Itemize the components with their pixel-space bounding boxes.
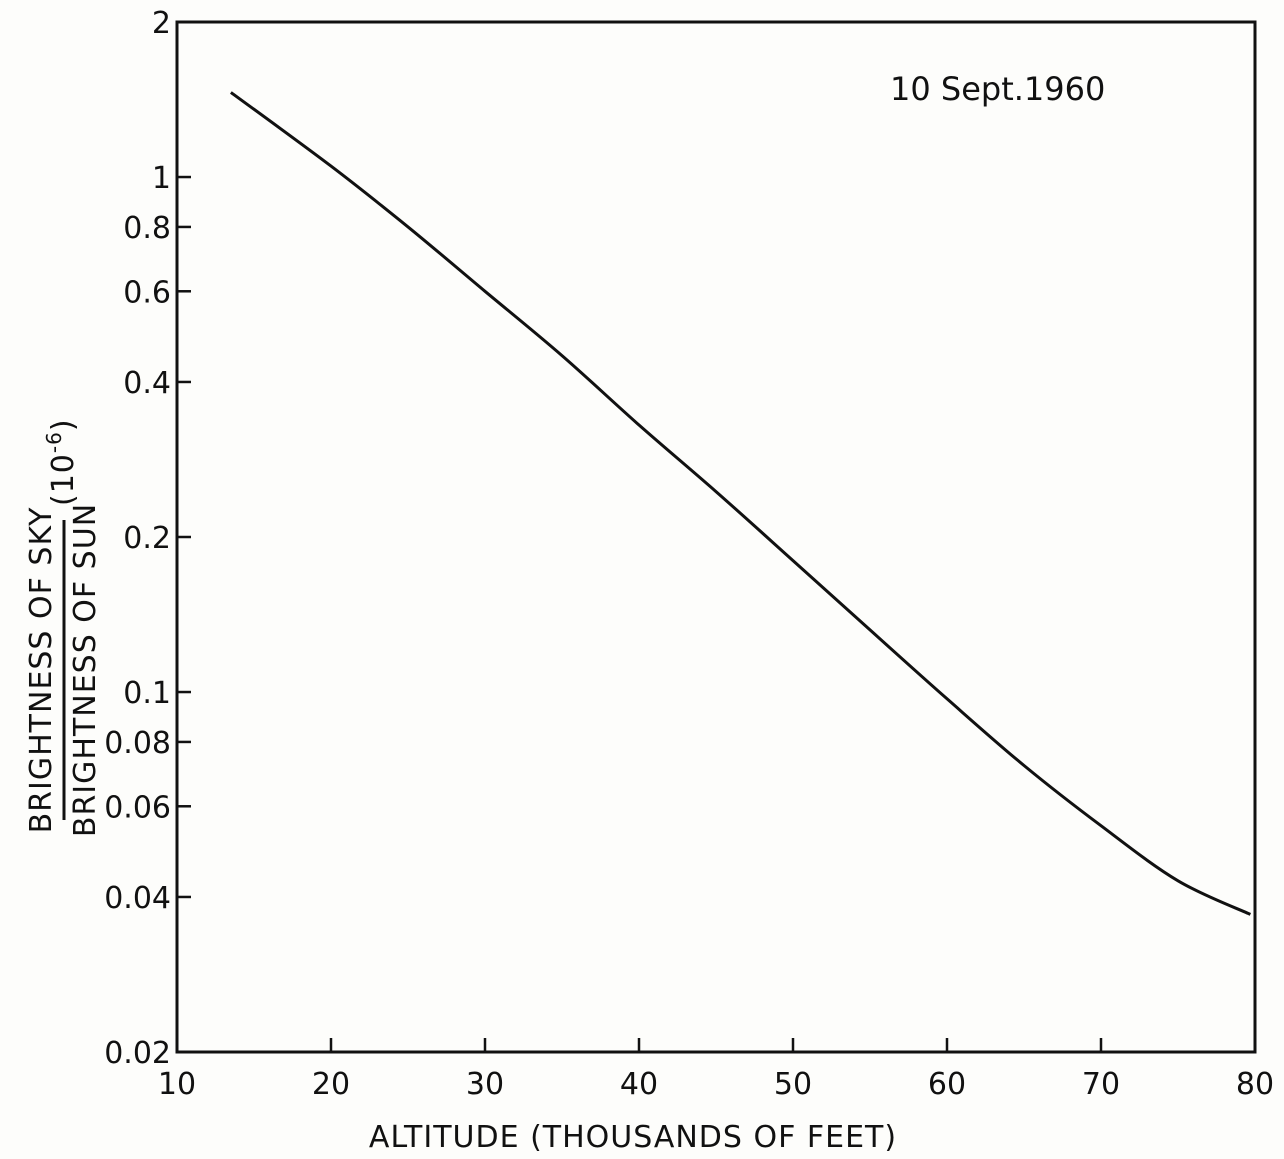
y-tick-label: 0.6 (123, 275, 171, 310)
y-tick-label: 0.04 (104, 881, 171, 916)
series (230, 91, 1252, 916)
plot-frame (175, 20, 1257, 1054)
axes (175, 20, 1257, 1054)
y-tick-label: 2 (152, 6, 171, 41)
y-axis-unit-close: ) (46, 418, 81, 431)
x-tick-label: 60 (928, 1067, 966, 1102)
series-line (230, 91, 1252, 916)
y-tick-label: 0.2 (123, 521, 171, 556)
x-axis-label: ALTITUDE (THOUSANDS OF FEET) (369, 1120, 897, 1155)
ticks: 10 20 30 40 50 60 70 80 2 1 0.8 0.6 0.4 0.2 0.1 0.08 0.0… (104, 6, 1274, 1102)
y-axis-unit-exponent: -6 (42, 431, 66, 453)
y-axis-unit-open: (10 (46, 453, 81, 506)
chart-annotation: 10 Sept.1960 (890, 70, 1105, 108)
x-tick-label: 50 (774, 1067, 812, 1102)
y-tick-label: 0.1 (123, 676, 171, 711)
x-tick-label: 80 (1236, 1067, 1274, 1102)
y-axis-label: BRIGHTNESS OF SKY BRIGHTNESS OF SUN (10-… (24, 418, 103, 837)
y-axis-label-numerator: BRIGHTNESS OF SKY (24, 507, 59, 834)
x-tick-label: 30 (466, 1067, 504, 1102)
y-tick-label: 0.08 (104, 726, 171, 761)
y-tick-label: 1 (152, 161, 171, 196)
x-tick-label: 20 (312, 1067, 350, 1102)
x-tick-label: 10 (158, 1067, 196, 1102)
y-axis-label-denominator: BRIGHTNESS OF SUN (68, 503, 103, 837)
y-tick-label: 0.02 (104, 1036, 171, 1071)
x-tick-label: 40 (620, 1067, 658, 1102)
x-tick-label: 70 (1082, 1067, 1120, 1102)
y-tick-label: 0.8 (123, 211, 171, 246)
y-tick-label: 0.4 (123, 366, 171, 401)
y-axis-unit: (10-6) (42, 418, 81, 506)
y-tick-label: 0.06 (104, 790, 171, 825)
